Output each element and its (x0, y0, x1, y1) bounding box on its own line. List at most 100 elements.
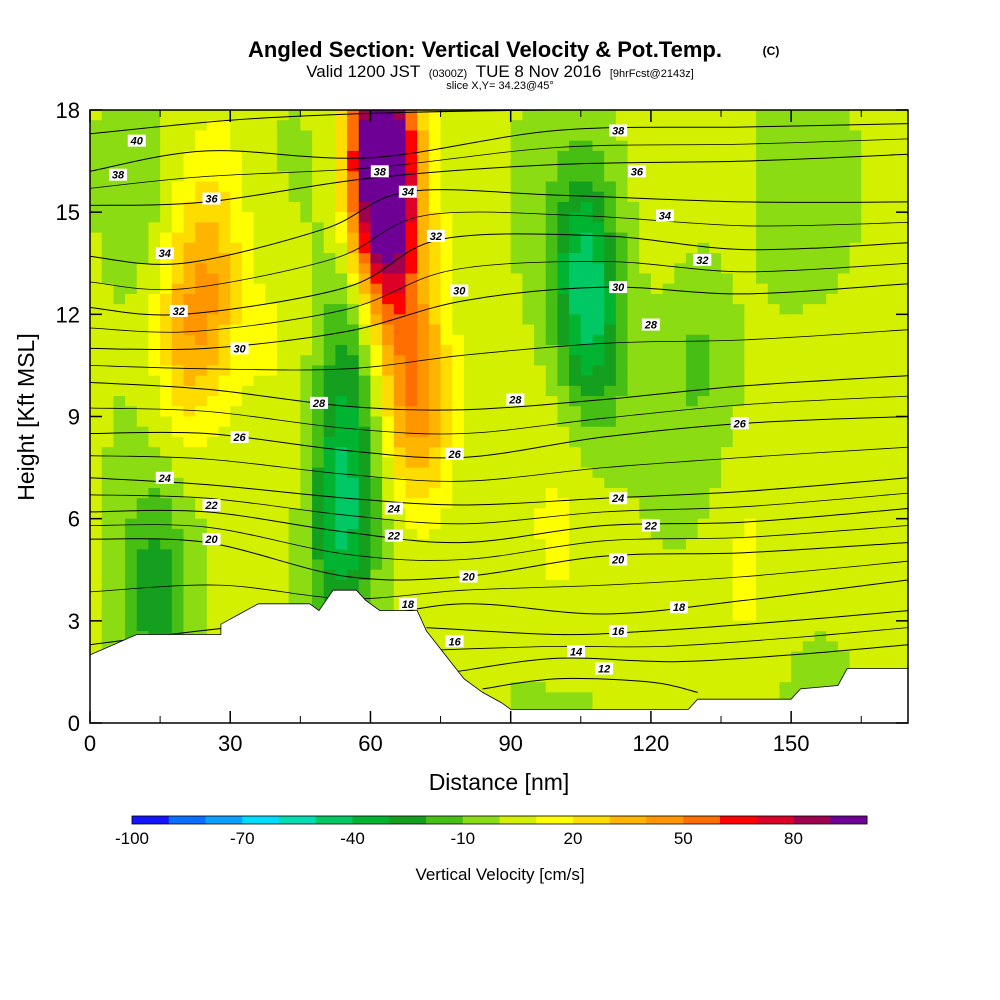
velocity-cell (557, 528, 570, 540)
velocity-cell (662, 110, 675, 121)
velocity-cell (253, 467, 266, 479)
velocity-cell (849, 508, 862, 520)
velocity-cell (160, 293, 173, 305)
velocity-cell (744, 130, 757, 142)
velocity-cell (499, 334, 512, 346)
velocity-cell (837, 304, 851, 315)
velocity-cell (721, 447, 734, 458)
velocity-cell (697, 161, 710, 172)
velocity-cell (580, 130, 594, 142)
contour-label-bg (609, 124, 628, 137)
velocity-cell (685, 324, 699, 336)
velocity-cell (604, 314, 617, 326)
velocity-cell (791, 641, 804, 653)
velocity-cell (744, 181, 757, 193)
velocity-cell (791, 590, 804, 601)
velocity-cell (90, 242, 103, 254)
velocity-cell (849, 549, 862, 561)
velocity-cell (569, 590, 582, 601)
velocity-cell (323, 110, 336, 121)
velocity-cell (615, 140, 629, 152)
velocity-cell (113, 293, 126, 305)
velocity-cell (639, 355, 652, 367)
velocity-cell (463, 416, 477, 428)
velocity-cell (253, 488, 266, 499)
velocity-cell (241, 161, 255, 172)
velocity-cell (171, 385, 185, 397)
velocity-cell (230, 181, 243, 193)
velocity-cell (545, 498, 559, 510)
velocity-cell (522, 375, 535, 387)
velocity-cell (347, 304, 360, 315)
velocity-cell (312, 242, 325, 254)
velocity-cell (756, 477, 769, 489)
velocity-cell (195, 273, 208, 285)
velocity-cell (463, 528, 477, 540)
velocity-cell (499, 477, 512, 489)
velocity-cell (650, 232, 664, 244)
velocity-cell (428, 375, 442, 387)
velocity-cell (487, 396, 500, 407)
velocity-cell (417, 549, 430, 561)
velocity-cell (428, 590, 442, 601)
velocity-cell (90, 181, 103, 193)
velocity-cell (265, 477, 278, 489)
velocity-cell (627, 324, 640, 336)
velocity-cell (265, 447, 278, 458)
velocity-cell (884, 447, 897, 458)
velocity-cell (580, 365, 594, 377)
velocity-cell (522, 232, 535, 244)
velocity-cell (253, 222, 266, 234)
velocity-cell (534, 201, 547, 213)
velocity-cell (463, 140, 477, 152)
isentrope-32 (90, 233, 908, 316)
velocity-cell (674, 590, 687, 601)
velocity-cell (837, 426, 851, 438)
velocity-cell (534, 130, 547, 142)
velocity-cell (183, 355, 196, 367)
velocity-cell (452, 498, 465, 510)
velocity-cell (709, 641, 722, 653)
velocity-cell (604, 344, 617, 356)
velocity-cell (452, 661, 465, 673)
velocity-cell (674, 477, 687, 489)
velocity-cell (534, 457, 547, 469)
velocity-cell (347, 314, 360, 326)
velocity-cell (183, 569, 196, 581)
velocity-cell (276, 191, 290, 203)
velocity-cell (300, 385, 313, 397)
velocity-cell (522, 253, 535, 264)
velocity-cell (721, 110, 734, 121)
velocity-cell (767, 314, 781, 326)
velocity-cell (674, 304, 687, 315)
velocity-cell (756, 171, 769, 183)
velocity-cell (417, 253, 430, 264)
velocity-cell (195, 549, 208, 561)
velocity-cell (335, 457, 348, 469)
velocity-cell (393, 253, 407, 264)
velocity-cell (276, 324, 290, 336)
velocity-cell (767, 539, 781, 550)
velocity-cell (674, 559, 687, 571)
velocity-cell (627, 253, 640, 264)
velocity-cell (463, 201, 477, 213)
velocity-cell (160, 528, 173, 540)
velocity-cell (826, 447, 839, 458)
velocity-cell (639, 447, 652, 458)
velocity-cell (650, 631, 664, 642)
velocity-cell (826, 385, 839, 397)
velocity-cell (370, 436, 383, 448)
velocity-cell (545, 253, 559, 264)
velocity-cell (90, 253, 103, 264)
velocity-cell (779, 671, 792, 683)
velocity-cell (206, 610, 220, 622)
velocity-cell (358, 110, 372, 121)
velocity-cell (744, 488, 757, 499)
velocity-cell (861, 181, 874, 193)
velocity-cell (288, 273, 301, 285)
velocity-cell (896, 467, 908, 479)
velocity-cell (136, 610, 150, 622)
velocity-cell (650, 426, 664, 438)
velocity-cell (510, 324, 523, 336)
velocity-cell (580, 426, 594, 438)
